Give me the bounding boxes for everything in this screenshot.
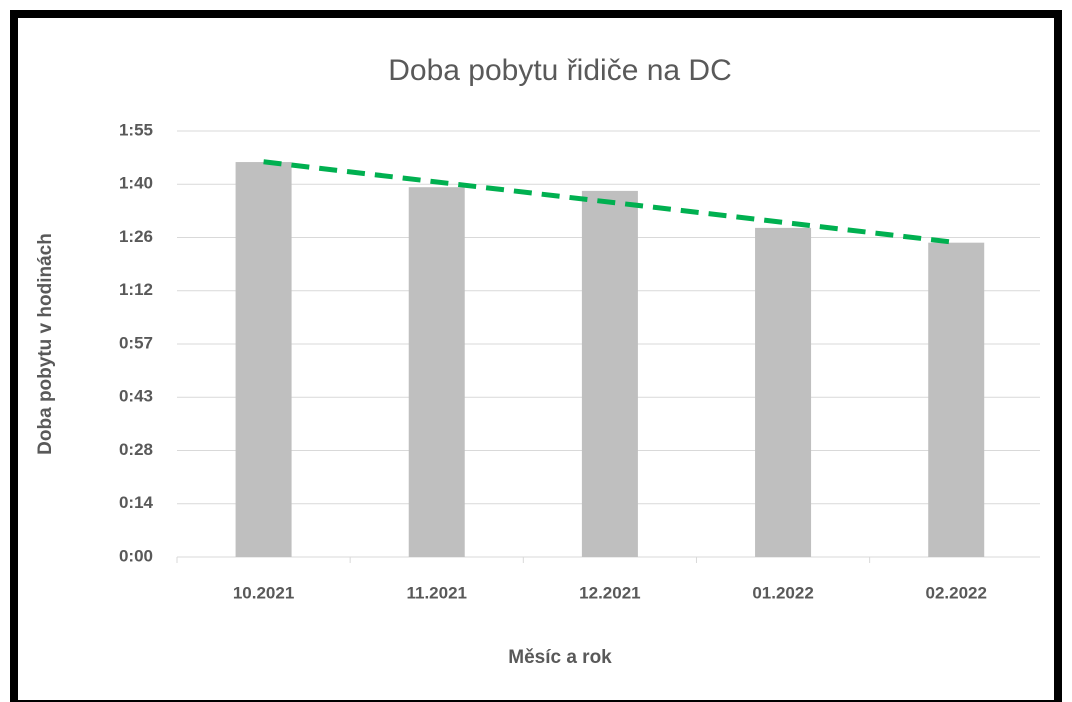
chart-title: Doba pobytu řidiče na DC xyxy=(388,54,732,87)
y-tick-label: 0:43 xyxy=(119,387,153,406)
y-tick-label: 1:26 xyxy=(119,227,153,246)
x-axis-label: Měsíc a rok xyxy=(508,647,612,668)
frame xyxy=(10,10,1062,702)
trendline xyxy=(263,159,957,246)
bar xyxy=(408,187,465,558)
x-tick-label: 02.2022 xyxy=(925,583,986,602)
y-tick-label: 0:14 xyxy=(119,493,154,512)
y-tick-label: 1:12 xyxy=(119,280,153,299)
y-tick-label: 0:57 xyxy=(119,333,153,352)
y-axis-label: Doba pobytu v hodinách xyxy=(35,233,56,455)
x-tick-label: 10.2021 xyxy=(233,583,294,602)
x-tick-label: 12.2021 xyxy=(579,583,640,602)
x-tick-label: 01.2022 xyxy=(752,583,813,602)
bar xyxy=(581,190,638,557)
y-tick-label: 1:40 xyxy=(119,174,153,193)
bar xyxy=(928,242,985,558)
y-tick-label: 0:28 xyxy=(119,440,153,459)
y-tick-label: 0:00 xyxy=(119,546,153,565)
y-tick-label: 1:55 xyxy=(119,120,153,139)
x-tick-label: 11.2021 xyxy=(406,583,467,602)
bar xyxy=(235,162,292,557)
bar xyxy=(755,227,812,557)
